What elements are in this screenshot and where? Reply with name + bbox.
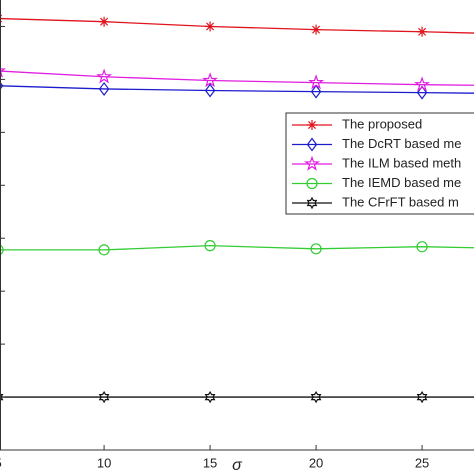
data-point — [205, 21, 216, 32]
series-line — [0, 17, 474, 34]
data-point — [310, 84, 322, 99]
x-tick-label: 15 — [203, 455, 217, 470]
data-point — [99, 16, 110, 27]
legend-marker — [307, 120, 317, 130]
legend-label: The CFrFT based m — [342, 194, 459, 209]
data-point — [416, 85, 428, 100]
x-tick-label: 10 — [97, 455, 111, 470]
data-point — [417, 26, 428, 37]
legend-marker — [306, 137, 318, 152]
series-line — [0, 70, 474, 86]
data-point — [416, 390, 428, 404]
data-point — [308, 74, 325, 90]
legend-marker — [306, 177, 318, 190]
x-tick-label: 25 — [415, 455, 429, 470]
legend: The proposed The DcRT based me The ILM bas… — [285, 112, 474, 215]
data-point — [204, 83, 216, 98]
data-point — [202, 72, 219, 88]
x-tick-label: 20 — [309, 455, 323, 470]
data-point — [0, 81, 4, 91]
plot-area — [0, 14, 474, 404]
data-point — [310, 390, 322, 404]
legend-label: The proposed — [342, 116, 422, 131]
data-point — [311, 24, 322, 35]
data-point — [416, 241, 428, 253]
x-axis-label: σ — [232, 457, 243, 474]
data-point — [98, 390, 110, 404]
data-point — [0, 393, 4, 401]
legend-marker — [304, 155, 320, 171]
legend-label: The IEMD based me — [342, 175, 461, 190]
data-point — [204, 390, 216, 404]
data-point — [414, 76, 430, 92]
data-point — [0, 244, 4, 256]
legend-label: The ILM based meth — [342, 155, 461, 170]
x-tick-label: 5 — [0, 455, 2, 470]
data-point — [310, 243, 322, 255]
legend-label: The DcRT based me — [342, 136, 461, 151]
data-point — [98, 244, 110, 256]
data-point — [96, 68, 113, 84]
legend-marker — [306, 196, 318, 210]
data-point — [0, 68, 7, 78]
data-point — [98, 81, 110, 96]
data-point — [204, 240, 216, 252]
series-line — [0, 85, 474, 94]
series-line — [0, 244, 474, 251]
